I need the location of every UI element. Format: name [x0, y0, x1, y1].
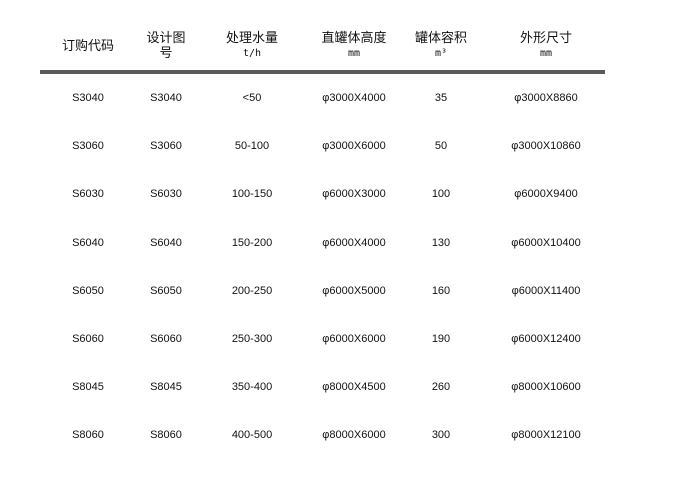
table-row: S8045 S8045 350-400 φ8000X4500 260 φ8000X1060… — [0, 379, 693, 395]
cell-order-code: S6030 — [72, 188, 104, 201]
header-tank-volume: 罐体容积 m³ — [386, 28, 496, 64]
cell-overall-size: φ8000X10600 — [511, 381, 581, 394]
cell-water-capacity: 400-500 — [231, 429, 273, 442]
cell-water-capacity: 350-400 — [231, 381, 273, 394]
header-unit: mm — [347, 48, 361, 59]
table-row: S8060 S8060 400-500 φ8000X6000 300 φ8000X1210… — [0, 427, 693, 443]
cell-tank-volume: 160 — [431, 284, 451, 297]
header-title: 直罐体高度 — [321, 31, 387, 46]
cell-tank-volume: 35 — [434, 92, 448, 104]
cell-water-capacity: 150-200 — [231, 236, 273, 249]
header-order-code: 订购代码 — [33, 28, 143, 64]
header-tank-height: 直罐体高度 mm — [299, 28, 409, 64]
cell-tank-volume: 130 — [431, 236, 451, 249]
header-overall-size: 外形尺寸 mm — [491, 28, 601, 64]
cell-design-drawing: S6040 — [150, 236, 182, 249]
cell-overall-size: φ6000X9400 — [514, 188, 578, 201]
cell-order-code: S3040 — [72, 92, 104, 104]
table-row: S6060 S6060 250-300 φ6000X6000 190 φ6000X1240… — [0, 331, 693, 347]
header-unit: t/h — [242, 48, 262, 59]
cell-order-code: S3060 — [72, 140, 104, 153]
cell-order-code: S6060 — [72, 333, 104, 345]
cell-water-capacity: 200-250 — [231, 284, 273, 297]
cell-overall-size: φ8000X12100 — [511, 429, 581, 442]
table-row: S6050 S6050 200-250 φ6000X5000 160 φ6000X1140… — [0, 283, 693, 299]
cell-tank-volume: 100 — [431, 188, 451, 201]
cell-water-capacity: 100-150 — [231, 188, 273, 201]
cell-tank-volume: 190 — [431, 333, 451, 345]
cell-tank-height: φ8000X6000 — [322, 429, 386, 442]
cell-water-capacity: 250-300 — [231, 333, 273, 345]
cell-design-drawing: S6030 — [150, 188, 182, 201]
cell-tank-height: φ6000X4000 — [322, 236, 386, 249]
cell-overall-size: φ3000X10860 — [511, 140, 581, 153]
cell-order-code: S8060 — [72, 429, 104, 442]
cell-order-code: S8045 — [72, 381, 104, 394]
cell-order-code: S6050 — [72, 284, 104, 297]
cell-overall-size: φ6000X12400 — [511, 333, 581, 345]
header-design-drawing: 设计图号 — [111, 28, 221, 64]
header-unit: 号 — [159, 46, 173, 61]
header-unit: m³ — [434, 48, 448, 59]
cell-design-drawing: S6060 — [150, 333, 182, 345]
table-row: S3060 S3060 50-100 φ3000X6000 50 φ3000X10860 — [0, 138, 693, 154]
header-water-capacity: 处理水量 t/h — [197, 28, 307, 64]
cell-design-drawing: S8045 — [150, 381, 182, 394]
table-row: S3040 S3040 <50 φ3000X4000 35 φ3000X8860 — [0, 90, 693, 106]
header-title: 罐体容积 — [414, 31, 467, 46]
cell-order-code: S6040 — [72, 236, 104, 249]
header-title: 设计图 — [146, 31, 186, 46]
header-title: 订购代码 — [61, 38, 114, 54]
header-unit: mm — [539, 48, 553, 59]
cell-tank-volume: 300 — [431, 429, 451, 442]
cell-design-drawing: S3040 — [150, 92, 182, 104]
header-title: 外形尺寸 — [519, 31, 572, 46]
cell-water-capacity: 50-100 — [234, 140, 270, 153]
header-title: 处理水量 — [225, 31, 278, 46]
header-divider — [40, 70, 605, 74]
cell-tank-height: φ6000X5000 — [322, 284, 386, 297]
cell-design-drawing: S6050 — [150, 284, 182, 297]
cell-tank-volume: 260 — [431, 381, 451, 394]
cell-overall-size: φ6000X10400 — [511, 236, 581, 249]
table-row: S6040 S6040 150-200 φ6000X4000 130 φ6000X1040… — [0, 235, 693, 251]
cell-design-drawing: S8060 — [150, 429, 182, 442]
cell-overall-size: φ3000X8860 — [514, 92, 578, 104]
table-row: S6030 S6030 100-150 φ6000X3000 100 φ6000X9400 — [0, 186, 693, 202]
cell-tank-height: φ3000X4000 — [322, 92, 386, 104]
cell-tank-height: φ3000X6000 — [322, 140, 386, 153]
cell-tank-height: φ8000X4500 — [322, 381, 386, 394]
cell-overall-size: φ6000X11400 — [511, 284, 581, 297]
cell-design-drawing: S3060 — [150, 140, 182, 153]
cell-water-capacity: <50 — [242, 92, 262, 104]
cell-tank-height: φ6000X6000 — [322, 333, 386, 345]
cell-tank-volume: 50 — [434, 140, 448, 153]
cell-tank-height: φ6000X3000 — [322, 188, 386, 201]
